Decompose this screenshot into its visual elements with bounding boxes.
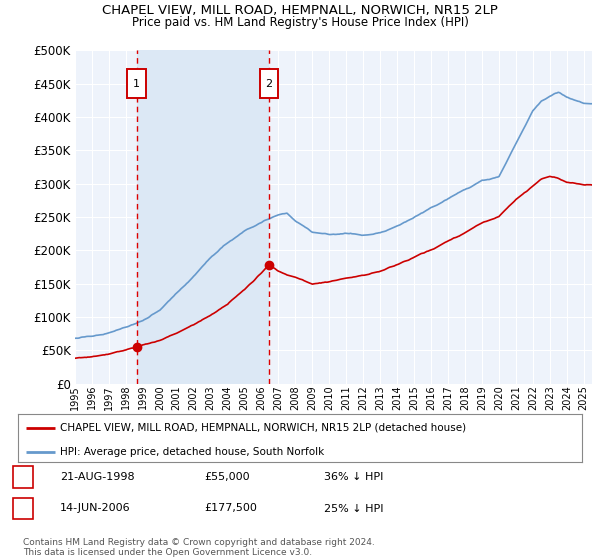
Text: 2: 2 (266, 79, 273, 88)
Text: 25% ↓ HPI: 25% ↓ HPI (324, 503, 383, 514)
Text: Contains HM Land Registry data © Crown copyright and database right 2024.
This d: Contains HM Land Registry data © Crown c… (23, 538, 374, 557)
Text: HPI: Average price, detached house, South Norfolk: HPI: Average price, detached house, Sout… (60, 446, 325, 456)
Text: £177,500: £177,500 (204, 503, 257, 514)
FancyBboxPatch shape (260, 69, 278, 99)
Bar (137, 50, 269, 384)
Text: 36% ↓ HPI: 36% ↓ HPI (324, 472, 383, 482)
FancyBboxPatch shape (127, 69, 146, 99)
Text: 1: 1 (133, 79, 140, 88)
Text: CHAPEL VIEW, MILL ROAD, HEMPNALL, NORWICH, NR15 2LP: CHAPEL VIEW, MILL ROAD, HEMPNALL, NORWIC… (102, 4, 498, 17)
Text: 2: 2 (19, 503, 26, 514)
Text: £55,000: £55,000 (204, 472, 250, 482)
Text: 21-AUG-1998: 21-AUG-1998 (60, 472, 134, 482)
Text: 1: 1 (19, 472, 26, 482)
Text: Price paid vs. HM Land Registry's House Price Index (HPI): Price paid vs. HM Land Registry's House … (131, 16, 469, 29)
Text: 14-JUN-2006: 14-JUN-2006 (60, 503, 131, 514)
Text: CHAPEL VIEW, MILL ROAD, HEMPNALL, NORWICH, NR15 2LP (detached house): CHAPEL VIEW, MILL ROAD, HEMPNALL, NORWIC… (60, 423, 466, 433)
